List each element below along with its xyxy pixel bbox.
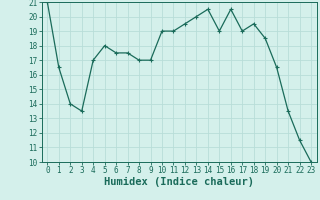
X-axis label: Humidex (Indice chaleur): Humidex (Indice chaleur)	[104, 177, 254, 187]
